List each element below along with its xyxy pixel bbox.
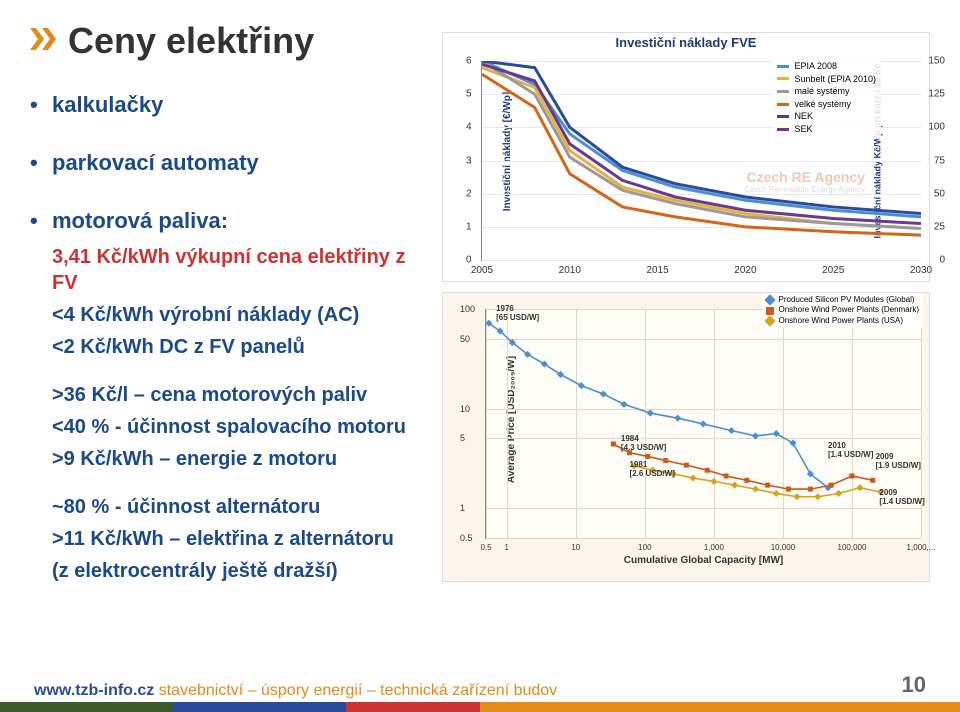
chart-investment-costs: Investiční náklady FVE Investiční náklad…	[442, 32, 930, 282]
bullet-column: kalkulačky parkovací automaty motorová pal…	[30, 92, 430, 642]
legend-row: malé systémy	[777, 85, 876, 98]
page-number: 10	[902, 672, 926, 698]
legend-row: EPIA 2008	[777, 60, 876, 73]
footer-stripe	[0, 702, 960, 712]
legend-row: SEK	[777, 123, 876, 136]
watermark: Czech RE Agency Czech Renewable Energy A…	[744, 169, 865, 194]
bullet-item: parkovací automaty	[30, 150, 430, 176]
chevron-icon	[30, 28, 58, 55]
chart-annotation: 2009[1.4 USD/W]	[879, 488, 924, 506]
chart-annotation: 1976[65 USD/W]	[496, 304, 539, 322]
sub-bullet: 3,41 Kč/kWh výkupní cena elektřiny z FV	[52, 244, 430, 296]
legend-row: NEK	[777, 110, 876, 123]
slide-footer: www.tzb-info.cz stavebnictví – úspory en…	[0, 672, 960, 712]
sub-bullet: <4 Kč/kWh výrobní náklady (AC)	[52, 302, 430, 328]
bullet-item: kalkulačky	[30, 92, 430, 118]
legend-row: Onshore Wind Power Plants (Denmark)	[766, 305, 920, 315]
chart-annotation: 1981[2.6 USD/W]	[630, 460, 675, 478]
sub-bullet: (z elektrocentrály ještě dražší)	[52, 558, 430, 584]
chart2-legend: Produced Silicon PV Modules (Global)Onsh…	[762, 293, 924, 328]
chart-annotation: 2009[1.9 USD/W]	[876, 452, 921, 470]
legend-row: Sunbelt (EPIA 2010)	[777, 73, 876, 86]
chart1-title: Investiční náklady FVE	[616, 35, 757, 50]
page-title: Ceny elektřiny	[68, 20, 314, 62]
legend-row: velké systémy	[777, 98, 876, 111]
footer-site: www.tzb-info.cz	[34, 682, 154, 699]
legend-row: Onshore Wind Power Plants (USA)	[766, 316, 920, 326]
sub-bullet: ~80 % - účinnost alternátoru	[52, 494, 430, 520]
chart1-legend: EPIA 2008Sunbelt (EPIA 2010)malé systémy…	[772, 57, 881, 139]
chart-annotation: 1984[4.3 USD/W]	[621, 434, 666, 452]
charts-column: Investiční náklady FVE Investiční náklad…	[442, 32, 930, 582]
chart2-xlabel: Cumulative Global Capacity [MW]	[624, 555, 783, 566]
sub-bullet: >9 Kč/kWh – energie z motoru	[52, 446, 430, 472]
chart-average-price: Average Price [USD₂₀₀₅/W] Cumulative Glo…	[442, 292, 930, 582]
sub-bullet: <2 Kč/kWh DC z FV panelů	[52, 334, 430, 360]
sub-bullet: <40 % - účinnost spalovacího motoru	[52, 414, 430, 440]
sub-bullet: >36 Kč/l – cena motorových paliv	[52, 382, 430, 408]
chart-annotation: 2010[1.4 USD/W]	[828, 441, 873, 459]
bullet-item: motorová paliva:3,41 Kč/kWh výkupní cena…	[30, 208, 430, 584]
footer-rest: stavebnictví – úspory energií – technick…	[154, 682, 557, 699]
sub-bullet: >11 Kč/kWh – elektřina z alternátoru	[52, 526, 430, 552]
legend-row: Produced Silicon PV Modules (Global)	[766, 295, 920, 305]
